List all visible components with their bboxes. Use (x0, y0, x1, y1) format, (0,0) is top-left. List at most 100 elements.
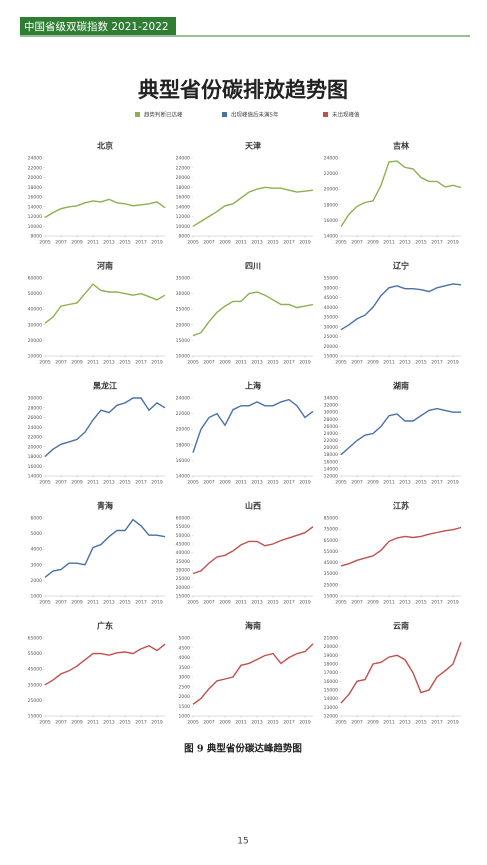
data-line (340, 160, 462, 227)
y-tick-label: 40000 (324, 305, 338, 311)
x-tick-label: 2019 (299, 480, 311, 486)
y-tick-label: 18000 (176, 185, 190, 191)
y-tick-label: 28000 (28, 405, 42, 411)
x-tick-label: 2009 (367, 240, 379, 246)
x-tick-label: 2017 (135, 360, 147, 366)
x-tick-label: 2005 (39, 360, 51, 366)
y-tick-label: 55000 (176, 524, 190, 530)
y-tick-label: 60000 (28, 276, 42, 282)
y-tick-label: 60000 (176, 516, 190, 522)
y-tick-label: 20000 (324, 644, 338, 650)
chart-title: 山西 (245, 501, 261, 511)
x-tick-label: 2017 (135, 600, 147, 606)
y-tick-label: 1000 (31, 594, 43, 600)
y-tick-label: 50000 (176, 533, 190, 539)
x-tick-label: 2017 (431, 600, 443, 606)
x-tick-label: 2007 (203, 240, 215, 246)
x-tick-label: 2015 (415, 360, 427, 366)
y-tick-label: 2000 (179, 694, 191, 700)
y-tick-label: 18000 (28, 454, 42, 460)
x-tick-label: 2005 (187, 240, 199, 246)
chart-title: 云南 (393, 621, 409, 631)
legend-swatch (323, 112, 328, 117)
y-tick-label: 18000 (176, 442, 190, 448)
legend-label: 未出现峰值 (332, 111, 360, 119)
x-tick-label: 2009 (219, 720, 231, 726)
y-tick-label: 55000 (28, 651, 42, 657)
x-tick-label: 2015 (415, 240, 427, 246)
legend-swatch (222, 112, 227, 117)
y-tick-label: 20000 (324, 445, 338, 451)
y-tick-label: 25000 (324, 582, 338, 588)
data-line (192, 291, 314, 337)
y-tick-label: 14000 (28, 474, 42, 480)
x-tick-label: 2019 (151, 600, 163, 606)
x-tick-label: 2009 (71, 480, 83, 486)
y-tick-label: 30000 (28, 396, 42, 402)
x-tick-label: 2005 (187, 720, 199, 726)
data-line (340, 283, 462, 331)
y-tick-label: 22000 (324, 438, 338, 444)
x-tick-label: 2007 (351, 240, 363, 246)
data-line (340, 407, 461, 456)
y-tick-label: 45000 (176, 542, 190, 548)
x-tick-label: 2011 (87, 720, 99, 726)
y-tick-label: 10000 (176, 224, 190, 230)
y-tick-label: 55000 (324, 276, 338, 282)
x-tick-label: 2015 (119, 240, 131, 246)
x-tick-label: 2015 (415, 480, 427, 486)
y-tick-label: 45000 (324, 560, 338, 566)
y-tick-label: 16000 (324, 459, 338, 465)
x-tick-label: 2017 (431, 240, 443, 246)
x-tick-label: 2019 (299, 240, 311, 246)
x-tick-label: 2019 (299, 600, 311, 606)
x-tick-label: 2011 (235, 240, 247, 246)
chart-title: 辽宁 (393, 261, 409, 271)
x-tick-label: 2011 (235, 480, 247, 486)
y-tick-label: 30000 (324, 324, 338, 330)
x-tick-label: 2013 (251, 600, 263, 606)
x-tick-label: 2013 (399, 360, 411, 366)
x-tick-label: 2005 (187, 360, 199, 366)
x-tick-label: 2011 (235, 360, 247, 366)
title: 典型省份碳排放趋势图 (138, 78, 348, 102)
x-tick-label: 2011 (87, 600, 99, 606)
caption: 图 9 典型省份碳达峰趋势图 (184, 743, 302, 755)
header-banner (20, 17, 176, 35)
x-tick-label: 2019 (299, 360, 311, 366)
y-tick-label: 3000 (31, 562, 43, 568)
x-tick-label: 2013 (103, 480, 115, 486)
x-tick-label: 2005 (335, 600, 347, 606)
x-tick-label: 2011 (383, 600, 395, 606)
y-tick-label: 12000 (28, 214, 42, 220)
y-tick-label: 15000 (324, 354, 338, 360)
y-tick-label: 10000 (28, 224, 42, 230)
chart-title: 吉林 (393, 141, 409, 151)
y-tick-label: 28000 (324, 417, 338, 423)
x-tick-label: 2013 (103, 240, 115, 246)
y-tick-label: 25000 (176, 307, 190, 313)
y-tick-label: 15000 (324, 594, 338, 600)
y-tick-label: 24000 (28, 156, 42, 162)
x-tick-label: 2013 (399, 240, 411, 246)
y-tick-label: 1500 (179, 704, 191, 710)
x-tick-label: 2007 (55, 360, 67, 366)
y-tick-label: 20000 (28, 175, 42, 181)
x-tick-label: 2007 (55, 720, 67, 726)
y-tick-label: 65000 (324, 538, 338, 544)
x-tick-label: 2013 (251, 360, 263, 366)
x-tick-label: 2005 (39, 480, 51, 486)
y-tick-label: 14000 (324, 696, 338, 702)
y-tick-label: 20000 (176, 322, 190, 328)
y-tick-label: 30000 (28, 322, 42, 328)
y-tick-label: 35000 (176, 276, 190, 282)
y-tick-label: 3500 (179, 665, 191, 671)
y-tick-label: 35000 (28, 682, 42, 688)
data-line (192, 643, 314, 705)
x-tick-label: 2007 (351, 600, 363, 606)
x-tick-label: 2009 (71, 240, 83, 246)
y-tick-label: 24000 (324, 156, 338, 162)
y-tick-label: 26000 (28, 415, 42, 421)
y-tick-label: 22000 (324, 171, 338, 177)
y-tick-label: 22000 (28, 435, 42, 441)
